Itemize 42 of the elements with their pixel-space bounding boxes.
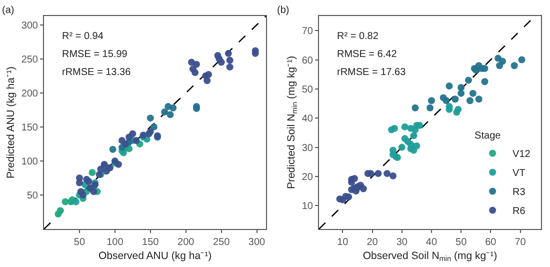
x-tick-label: 50 — [456, 237, 468, 248]
y-tick-label: 70 — [302, 26, 314, 38]
y-axis-title: Predicted ANU (kg ha⁻¹) — [5, 66, 18, 178]
legend-label: R3 — [512, 187, 526, 198]
y-tick-label: 40 — [302, 114, 314, 125]
x-tick-label: 200 — [178, 237, 195, 248]
legend-label: R6 — [512, 206, 526, 218]
text: (a) — [2, 5, 14, 16]
y-tick-label: 60 — [302, 55, 314, 66]
x-tick-label: 30 — [396, 237, 408, 248]
annotation: R² = 0.82 — [337, 31, 379, 42]
x-tick-label: 100 — [106, 237, 124, 248]
legend-label: V12 — [512, 149, 531, 160]
x-tick-label: 150 — [142, 237, 160, 248]
annotation: rRMSE = 13.36 — [62, 67, 132, 78]
y-tick-label: 300 — [21, 20, 38, 32]
annotation: rRMSE = 17.63 — [337, 67, 406, 78]
x-tick-label: 10 — [337, 237, 349, 248]
y-tick-label: 150 — [21, 122, 38, 134]
x-axis-title: Observed Soil N$_{min}$ (mg kg⁻¹) — [362, 250, 498, 264]
y-tick-label: 250 — [21, 54, 38, 66]
legend-label: VT — [512, 168, 526, 180]
y-tick-label: 200 — [21, 88, 38, 100]
text: (b) — [277, 5, 290, 16]
annotation: RMSE = 15.99 — [62, 49, 128, 60]
x-tick-label: 40 — [426, 237, 438, 248]
y-tick-label: 20 — [302, 172, 314, 183]
x-tick-label: 70 — [514, 237, 526, 248]
y-tick-label: 30 — [302, 142, 314, 154]
y-tick-label: 50 — [26, 190, 38, 202]
x-tick-label: 50 — [74, 237, 86, 248]
x-axis-title: Observed ANU (kg ha⁻¹) — [98, 250, 212, 262]
x-tick-label: 60 — [485, 237, 497, 248]
y-tick-label: 10 — [302, 201, 314, 212]
y-tick-label: 50 — [302, 84, 314, 96]
legend-title: Stage — [474, 130, 502, 142]
annotation: RMSE = 6.42 — [337, 49, 398, 60]
x-tick-label: 300 — [248, 237, 266, 248]
x-tick-label: 20 — [366, 237, 378, 248]
annotation: R² = 0.94 — [62, 31, 104, 42]
x-tick-label: 250 — [212, 237, 230, 248]
y-tick-label: 100 — [21, 156, 38, 168]
